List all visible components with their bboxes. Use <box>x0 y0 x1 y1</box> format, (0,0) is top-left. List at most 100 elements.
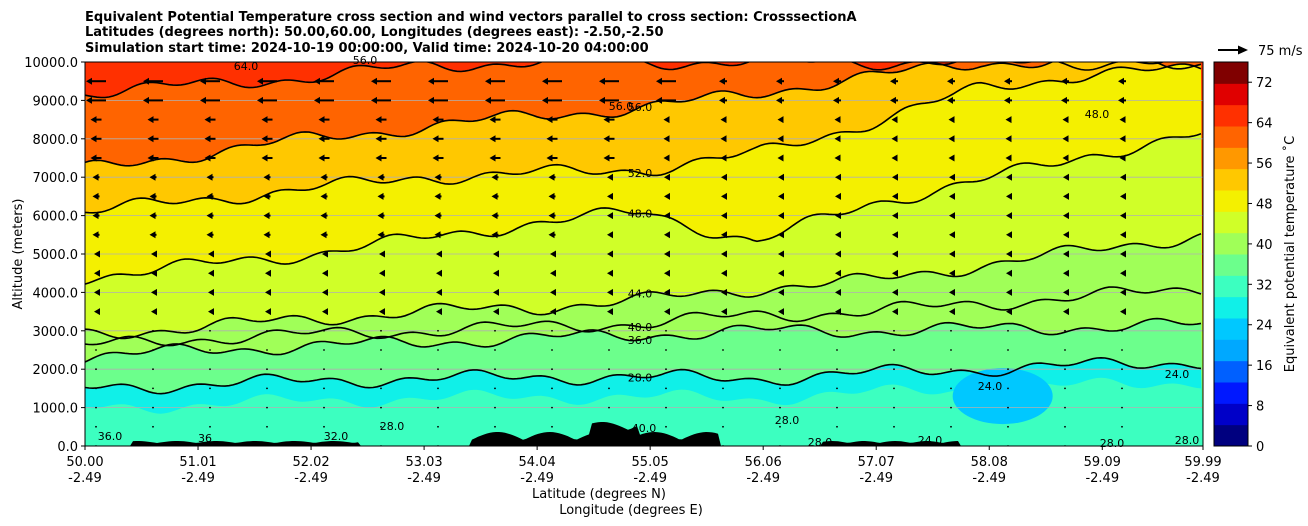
wind-arrow-head <box>607 308 613 316</box>
wind-arrow-head <box>607 250 613 258</box>
wind-dot <box>152 406 154 409</box>
wind-dot <box>665 368 667 371</box>
wind-dot <box>1121 329 1123 332</box>
wind-arrow-head <box>721 288 727 296</box>
wind-dot <box>551 329 553 332</box>
wind-dot <box>437 368 439 371</box>
wind-arrow-head <box>835 192 841 200</box>
wind-dot <box>494 425 496 428</box>
wind-arrow-head <box>94 288 100 296</box>
wind-arrow-head <box>1063 192 1069 200</box>
wind-arrow-head <box>322 250 328 258</box>
wind-arrow-head <box>892 231 898 239</box>
colorbar-label: Equivalent potential temperature ˚C <box>1282 136 1298 372</box>
x-tick-label-lon: -2.49 <box>181 471 215 486</box>
wind-dot <box>1121 349 1123 351</box>
wind-dot <box>1064 387 1066 390</box>
wind-arrow-head <box>314 96 320 104</box>
inline-contour-label-11: 28.0 <box>1175 434 1200 447</box>
colorbar-swatch <box>1214 190 1248 212</box>
wind-arrow-head <box>379 288 385 296</box>
inline-contour-label-4: 40.0 <box>632 422 657 435</box>
inline-contour-label-13: 56.0 <box>609 100 634 113</box>
wind-arrow-head <box>835 173 841 181</box>
wind-arrow-head <box>778 192 784 200</box>
wind-dot <box>893 349 895 351</box>
wind-arrow-head <box>90 135 97 143</box>
wind-arrow-head <box>1006 308 1012 316</box>
wind-dot <box>1007 329 1009 332</box>
wind-arrow-head <box>835 308 841 316</box>
wind-arrow-head <box>265 250 271 258</box>
x-tick-label-lat: 59.09 <box>1084 455 1121 470</box>
wind-dot <box>209 349 211 351</box>
wind-dot <box>1064 406 1066 409</box>
wind-dot <box>722 349 724 351</box>
colorbar-tick-label: 64 <box>1256 117 1273 132</box>
wind-arrow-head <box>1120 250 1126 258</box>
wind-arrow-head <box>603 154 610 162</box>
wind-arrow-head <box>835 212 841 220</box>
quiver-key-label: 75 m/s <box>1258 44 1303 59</box>
wind-arrow-head <box>1120 212 1126 220</box>
wind-arrow-head <box>320 192 327 200</box>
wind-arrow-head <box>777 135 784 143</box>
colorbar-swatch <box>1214 211 1248 234</box>
wind-dot <box>266 329 268 332</box>
inline-contour-label-8: 24.0 <box>1165 368 1190 381</box>
wind-arrow-head <box>436 308 442 316</box>
wind-dot <box>836 368 838 371</box>
wind-arrow-head <box>491 212 498 220</box>
inline-contour-label-9: 24.0 <box>918 434 943 447</box>
wind-dot <box>665 387 667 390</box>
wind-arrow-head <box>151 269 157 277</box>
wind-arrow-head <box>1063 250 1069 258</box>
x-tick-label-lon: -2.49 <box>633 471 667 486</box>
x-tick-label-lat: 54.04 <box>519 455 556 470</box>
wind-arrow-head <box>607 288 613 296</box>
contour-lines <box>85 62 1202 395</box>
wind-dot <box>95 406 97 409</box>
wind-dot <box>494 349 496 351</box>
wind-arrow-head <box>833 77 839 85</box>
wind-dot <box>779 425 781 428</box>
wind-arrow-head <box>371 96 377 104</box>
wind-dot <box>608 349 610 351</box>
wind-arrow-head <box>892 269 898 277</box>
wind-arrow-head <box>1063 288 1069 296</box>
wind-arrow-head <box>371 77 377 85</box>
y-tick-label: 0.0 <box>57 440 78 455</box>
colorbar-swatch <box>1214 104 1248 127</box>
contour-line-48 <box>85 133 1202 285</box>
wind-dot <box>266 368 268 371</box>
wind-arrow-head <box>322 288 328 296</box>
wind-arrow-head <box>719 77 725 85</box>
wind-dot <box>323 368 325 371</box>
wind-dot <box>1007 368 1009 371</box>
wind-arrow-head <box>663 154 670 162</box>
wind-dot <box>494 406 496 409</box>
inline-contour-label-15: 56.0 <box>353 54 378 67</box>
wind-arrow-head <box>1006 288 1012 296</box>
wind-dot <box>1007 425 1009 428</box>
wind-arrow-head <box>375 154 382 162</box>
wind-arrow-head <box>607 269 613 277</box>
wind-dot <box>722 387 724 390</box>
wind-dot <box>836 329 838 332</box>
wind-arrow-head <box>320 231 327 239</box>
wind-arrow-head <box>721 173 727 181</box>
inline-contour-label-12: 48.0 <box>1085 108 1110 121</box>
wind-dot <box>551 406 553 409</box>
x-tick-label-lat: 53.03 <box>405 455 442 470</box>
wind-arrow-head <box>149 173 156 181</box>
wind-dot <box>551 368 553 371</box>
wind-arrow-head <box>664 192 670 200</box>
wind-arrow-head <box>548 212 555 220</box>
wind-arrow-head <box>204 135 211 143</box>
colorbar <box>1213 61 1249 447</box>
wind-arrow-head <box>891 135 898 143</box>
wind-dot <box>323 387 325 390</box>
wind-dot <box>95 425 97 428</box>
quiver-key: 75 m/s <box>1218 44 1303 59</box>
wind-dot <box>1121 368 1123 371</box>
